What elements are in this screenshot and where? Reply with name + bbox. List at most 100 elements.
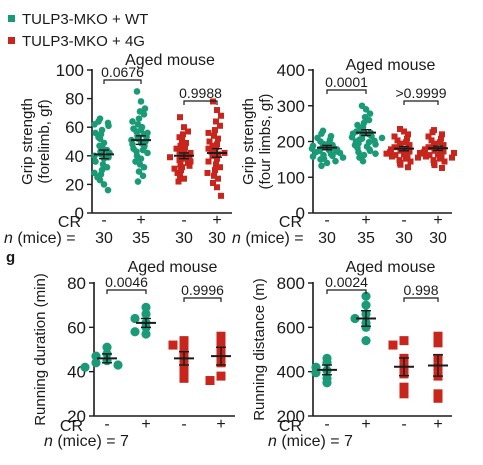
data-point [365, 116, 373, 124]
data-point [440, 142, 447, 149]
p-value-label: 0.0001 [325, 74, 368, 90]
legend-label-wt: TULP3-MKO + WT [22, 11, 148, 28]
data-point [176, 157, 183, 164]
data-point [322, 378, 332, 388]
data-point [205, 376, 215, 386]
data-point [214, 155, 220, 162]
data-point [204, 169, 211, 176]
data-point [185, 128, 191, 135]
legend-label-4g: TULP3-MKO + 4G [22, 33, 145, 50]
significance-bracket [103, 79, 142, 84]
data-point [216, 331, 226, 341]
data-point [144, 149, 151, 157]
data-point [339, 154, 347, 161]
cr-row-label: CR [279, 214, 302, 231]
data-point [397, 161, 404, 168]
data-point [332, 157, 339, 165]
n-value: 30 [95, 230, 113, 247]
data-point [318, 162, 325, 170]
data-point [213, 118, 219, 125]
data-point [425, 133, 432, 140]
y-tick-label: 80 [65, 90, 84, 109]
data-point [383, 150, 390, 157]
data-point [175, 178, 182, 185]
data-point [179, 345, 189, 354]
y-tick-label: 600 [277, 318, 305, 337]
n-value: 35 [357, 230, 375, 247]
data-point [213, 161, 219, 168]
data-point [401, 151, 407, 158]
data-point [96, 176, 104, 184]
data-point [177, 172, 183, 179]
legend-marker-wt [8, 15, 15, 22]
data-point [130, 327, 140, 337]
data-point [403, 155, 409, 162]
data-point [361, 336, 371, 346]
y-tick-label: 200 [277, 133, 305, 152]
data-point [181, 124, 187, 131]
y-tick-label: 200 [277, 407, 305, 426]
data-point [91, 358, 101, 368]
y-tick-label: 0 [75, 204, 84, 223]
panel-title: Aged mouse [125, 52, 215, 69]
data-point [433, 393, 443, 403]
data-point [389, 153, 395, 160]
data-point [323, 159, 331, 167]
data-point [366, 110, 374, 117]
y-axis-label: (forelimb, gf) [36, 99, 53, 183]
data-point [399, 382, 409, 392]
n-value: 30 [395, 230, 413, 247]
data-point [350, 313, 360, 324]
data-point [181, 175, 187, 182]
data-point [134, 178, 142, 185]
data-point [209, 152, 216, 159]
data-point [179, 137, 185, 144]
data-point [361, 322, 371, 332]
data-point [168, 340, 178, 350]
cr-sign: - [401, 416, 406, 433]
data-point [399, 336, 409, 346]
data-point [218, 192, 224, 199]
data-point [440, 148, 447, 155]
significance-bracket [326, 89, 367, 94]
data-point [140, 163, 148, 171]
legend-marker-4g [8, 37, 15, 44]
data-point [102, 342, 112, 352]
data-point [425, 144, 432, 151]
y-tick-label: 800 [277, 274, 305, 293]
data-point [183, 139, 189, 146]
data-point [388, 340, 398, 350]
data-point [361, 291, 371, 301]
data-point [433, 331, 443, 341]
significance-bracket [106, 289, 147, 294]
y-tick-label: 300 [277, 97, 305, 116]
data-point [212, 147, 218, 154]
data-point [167, 154, 173, 161]
data-point [139, 172, 147, 180]
data-point [180, 131, 186, 138]
data-point [96, 135, 104, 142]
data-point [211, 172, 217, 179]
cr-sign: - [324, 212, 329, 229]
cr-sign: + [216, 416, 225, 433]
y-tick-label: 60 [67, 318, 86, 337]
data-point [218, 112, 224, 119]
data-point [171, 165, 178, 172]
cr-sign: + [361, 212, 370, 229]
n-row-label: n (mice) = [232, 230, 304, 247]
data-point [423, 153, 429, 160]
y-tick-label: 400 [277, 363, 305, 382]
data-point [104, 186, 112, 194]
data-point [392, 152, 399, 159]
data-point [178, 167, 184, 174]
data-point [405, 164, 411, 171]
data-point [438, 135, 444, 142]
data-point [129, 118, 136, 125]
data-point [113, 360, 123, 370]
data-point [215, 135, 221, 142]
cr-sign: - [401, 212, 406, 229]
significance-bracket [326, 289, 367, 294]
data-point [437, 155, 443, 162]
data-point [141, 105, 149, 112]
